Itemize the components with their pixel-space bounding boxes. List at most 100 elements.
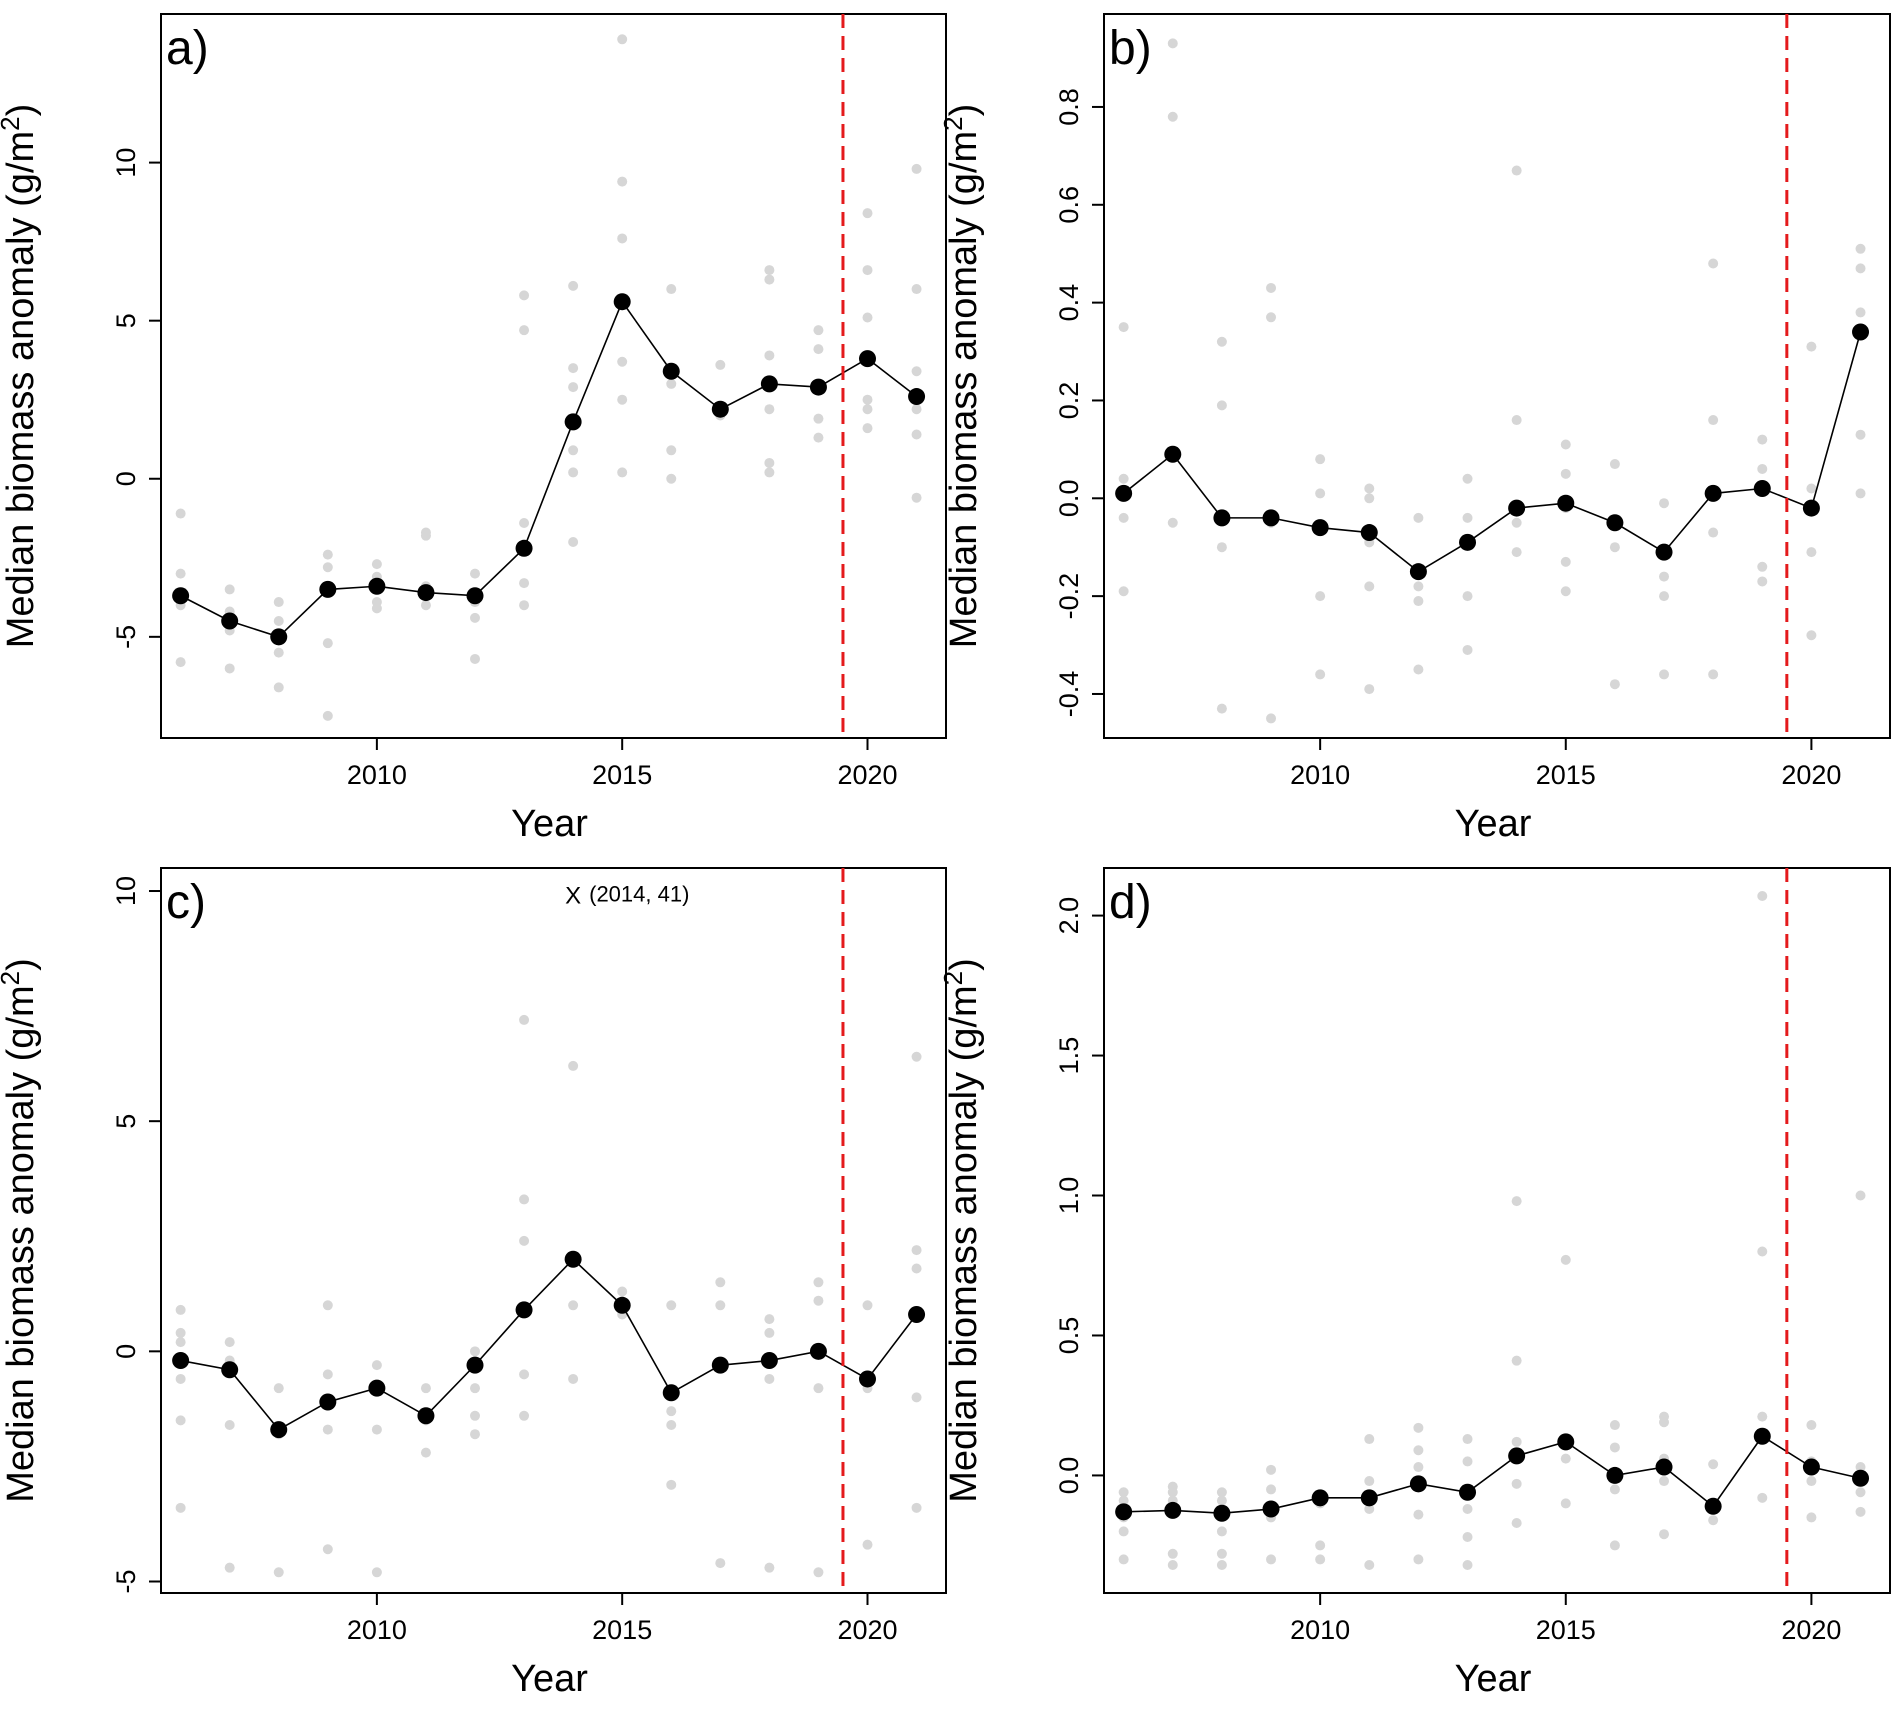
- site-value-point: [1855, 307, 1866, 318]
- site-value-point: [1659, 669, 1670, 680]
- site-value-point: [1413, 1445, 1424, 1456]
- site-value-point: [568, 1373, 579, 1384]
- median-point: [270, 1421, 288, 1439]
- site-value-point: [1757, 1246, 1768, 1257]
- median-point: [760, 1352, 778, 1370]
- site-value-point: [1413, 664, 1424, 675]
- site-value-point: [1806, 483, 1817, 494]
- plot-area: [172, 14, 926, 738]
- y-tick-label: 0.8: [1054, 88, 1084, 126]
- site-value-point: [1609, 459, 1620, 470]
- site-value-point: [568, 445, 579, 456]
- site-value-point: [862, 265, 873, 276]
- site-value-point: [1560, 1498, 1571, 1509]
- median-point: [417, 1407, 435, 1425]
- site-value-point: [224, 1419, 235, 1430]
- panel-label: c): [166, 876, 206, 929]
- site-value-point: [175, 1304, 186, 1315]
- site-value-point: [519, 325, 530, 336]
- plot-area: [1115, 868, 1870, 1593]
- site-value-point: [764, 1327, 775, 1338]
- x-tick-label: 2020: [1781, 760, 1841, 790]
- site-value-point: [911, 284, 922, 295]
- site-value-point: [1315, 1554, 1326, 1565]
- site-value-point: [1216, 1548, 1227, 1559]
- site-value-point: [1118, 473, 1129, 484]
- site-value-point: [715, 1277, 726, 1288]
- site-value-point: [1118, 1554, 1129, 1565]
- site-value-point: [1364, 493, 1375, 504]
- site-value-point: [1560, 468, 1571, 479]
- y-axis-title-superscript: 2: [0, 116, 25, 130]
- median-point: [515, 1301, 533, 1319]
- site-value-point: [1118, 1526, 1129, 1537]
- site-value-point: [1216, 703, 1227, 714]
- site-value-point: [1757, 463, 1768, 474]
- y-axis-title: Median biomass anomaly (g/m2): [938, 958, 985, 1503]
- site-value-point: [1609, 1540, 1620, 1551]
- site-value-point: [175, 1502, 186, 1513]
- median-point: [221, 612, 239, 630]
- site-value-point: [1118, 512, 1129, 523]
- site-value-point: [666, 445, 677, 456]
- site-value-point: [764, 350, 775, 361]
- panel-a: 2010 2015 2020 -5 0 5 10 Year Median biomass ano…: [0, 13, 947, 845]
- site-value-point: [1511, 1518, 1522, 1529]
- median-point: [1557, 494, 1575, 512]
- y-tick-label: 0.6: [1054, 186, 1084, 224]
- site-value-point: [420, 600, 431, 611]
- site-value-point: [1413, 1554, 1424, 1565]
- site-value-point: [1560, 439, 1571, 450]
- site-value-point: [1315, 454, 1326, 465]
- site-value-point: [1609, 1420, 1620, 1431]
- site-value-point: [1413, 1422, 1424, 1433]
- x-tick-label: 2020: [837, 760, 897, 790]
- site-value-point: [1413, 581, 1424, 592]
- median-point: [711, 1356, 729, 1374]
- site-value-point: [470, 1346, 480, 1357]
- site-value-point: [1315, 488, 1326, 499]
- site-value-point: [764, 467, 775, 478]
- site-value-point: [813, 1277, 824, 1288]
- panel-d: 2010 2015 2020 0.0 0.5 1.0 1.5 2.0 Year Median bi…: [938, 867, 1891, 1700]
- median-point: [564, 413, 582, 431]
- y-tick-label: 0.4: [1054, 284, 1084, 322]
- site-value-point: [175, 568, 186, 579]
- median-line: [180, 1258, 918, 1431]
- median-point: [1753, 1427, 1771, 1445]
- site-value-point: [1708, 669, 1719, 680]
- median-point: [1852, 323, 1870, 341]
- y-axis-title-close: ): [0, 958, 42, 971]
- site-value-point: [175, 1373, 186, 1384]
- site-value-point: [1659, 571, 1670, 582]
- site-value-point: [1167, 38, 1178, 49]
- site-value-point: [666, 1406, 677, 1417]
- x-axis-title: Year: [511, 1658, 588, 1700]
- site-value-point: [911, 366, 922, 377]
- x-tick-label: 2010: [1290, 760, 1350, 790]
- site-value-point: [862, 208, 873, 219]
- y-tick-label: 0.5: [1054, 1317, 1084, 1355]
- site-value-point: [1708, 527, 1719, 538]
- site-value-point: [1413, 512, 1424, 523]
- site-value-point: [1609, 679, 1620, 690]
- median-point: [417, 584, 435, 602]
- site-value-point: [1462, 473, 1473, 484]
- median-point: [1360, 1489, 1378, 1507]
- site-value-point: [322, 1300, 333, 1311]
- site-value-point: [715, 359, 726, 370]
- site-value-point: [1806, 341, 1817, 352]
- y-tick-label: 1.0: [1054, 1177, 1084, 1215]
- median-point: [1409, 1475, 1427, 1493]
- y-axis-title: Median biomass anomaly (g/m2): [938, 104, 985, 649]
- median-point: [1508, 1447, 1526, 1465]
- median-point: [1606, 514, 1624, 532]
- site-value-point: [371, 603, 382, 614]
- median-point: [1311, 519, 1329, 537]
- site-value-point: [1216, 1560, 1227, 1571]
- site-value-point: [519, 600, 530, 611]
- median-point: [221, 1361, 239, 1379]
- site-value-point: [911, 1392, 922, 1403]
